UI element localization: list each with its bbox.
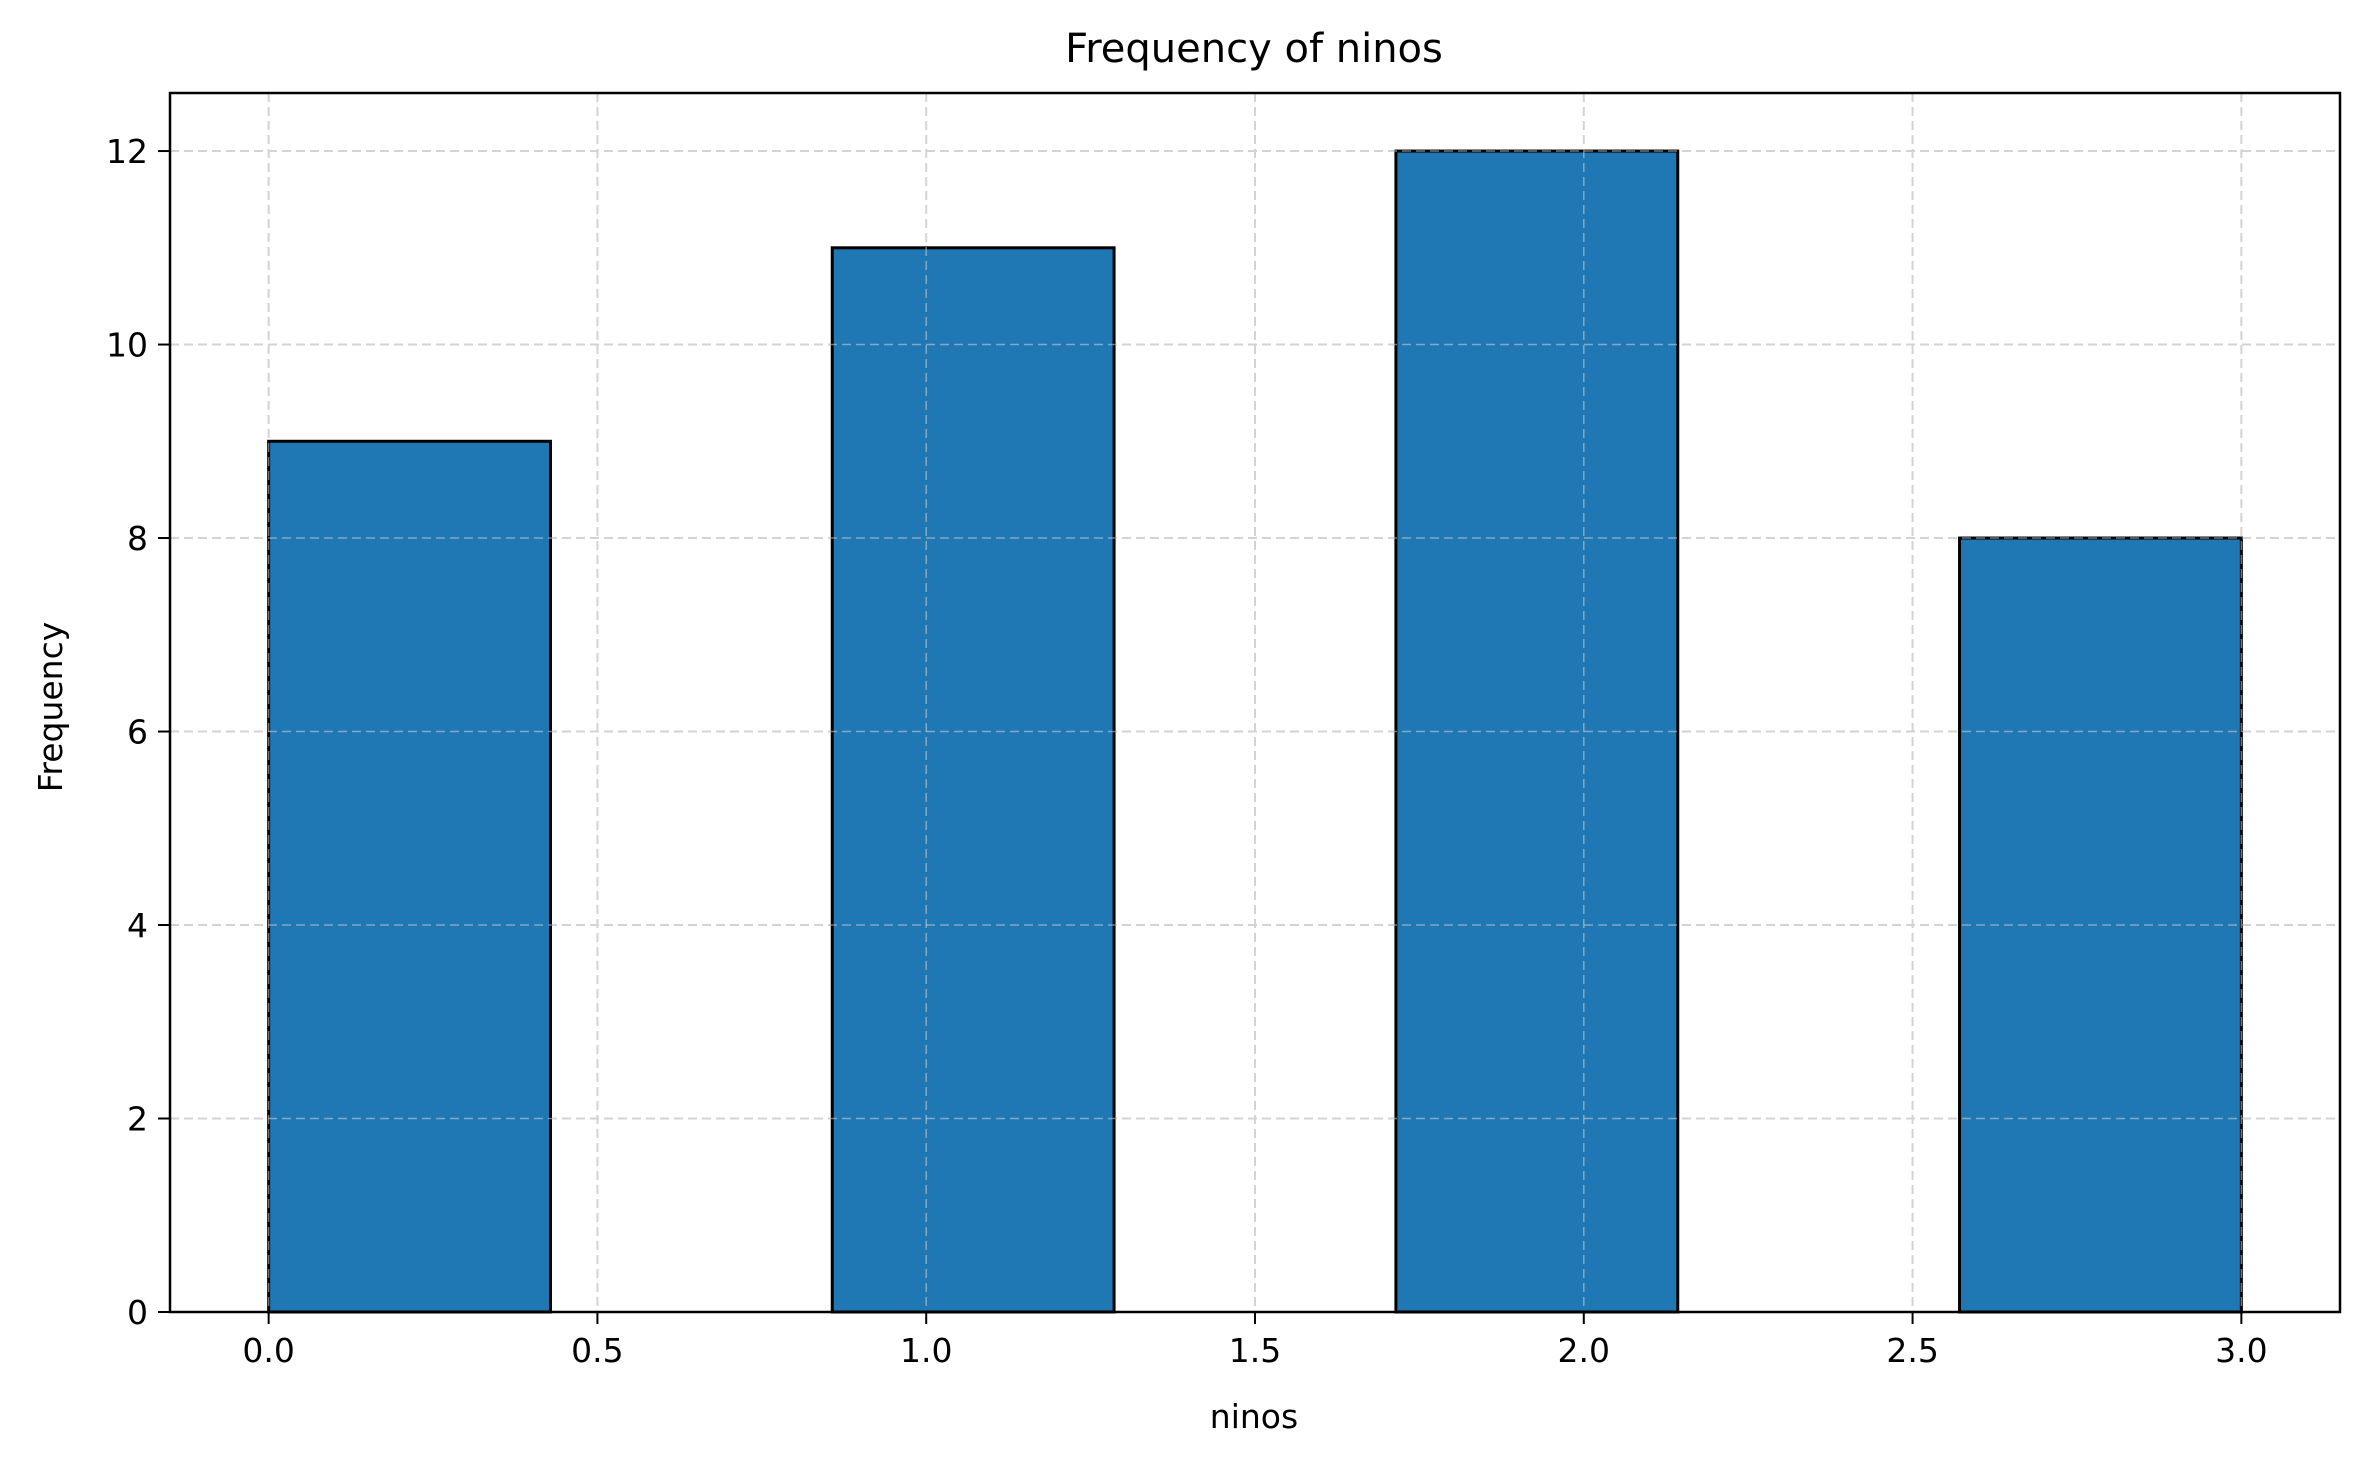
x-tick-label: 3.0: [2215, 1331, 2267, 1370]
x-axis-ticks: 0.0 0.5 1.0 1.5 2.0 2.5 3.0: [242, 1312, 2268, 1370]
x-tick-label: 1.0: [900, 1331, 952, 1370]
histogram-bar: [830, 246, 1116, 1314]
x-axis-label: ninos: [1210, 1397, 1298, 1436]
y-tick-label: 0: [127, 1293, 148, 1332]
y-axis-label: Frequency: [31, 622, 70, 792]
y-tick-label: 4: [127, 906, 148, 945]
x-tick-label: 2.5: [1886, 1331, 1938, 1370]
histogram-bar: [1958, 536, 2243, 1314]
y-tick-label: 2: [127, 1100, 148, 1139]
y-tick-label: 10: [106, 326, 148, 365]
x-tick-label: 0.5: [571, 1331, 623, 1370]
y-tick-label: 6: [127, 713, 148, 752]
y-tick-label: 8: [127, 519, 148, 558]
x-tick-label: 2.0: [1558, 1331, 1610, 1370]
y-tick-label: 12: [106, 132, 148, 171]
x-tick-label: 1.5: [1229, 1331, 1281, 1370]
histogram-bar: [267, 439, 552, 1314]
y-axis-ticks: 0 2 4 6 8 10 12: [106, 132, 170, 1332]
chart-title: Frequency of ninos: [1065, 26, 1443, 72]
x-tick-label: 0.0: [242, 1331, 294, 1370]
bars: [170, 93, 2340, 1314]
